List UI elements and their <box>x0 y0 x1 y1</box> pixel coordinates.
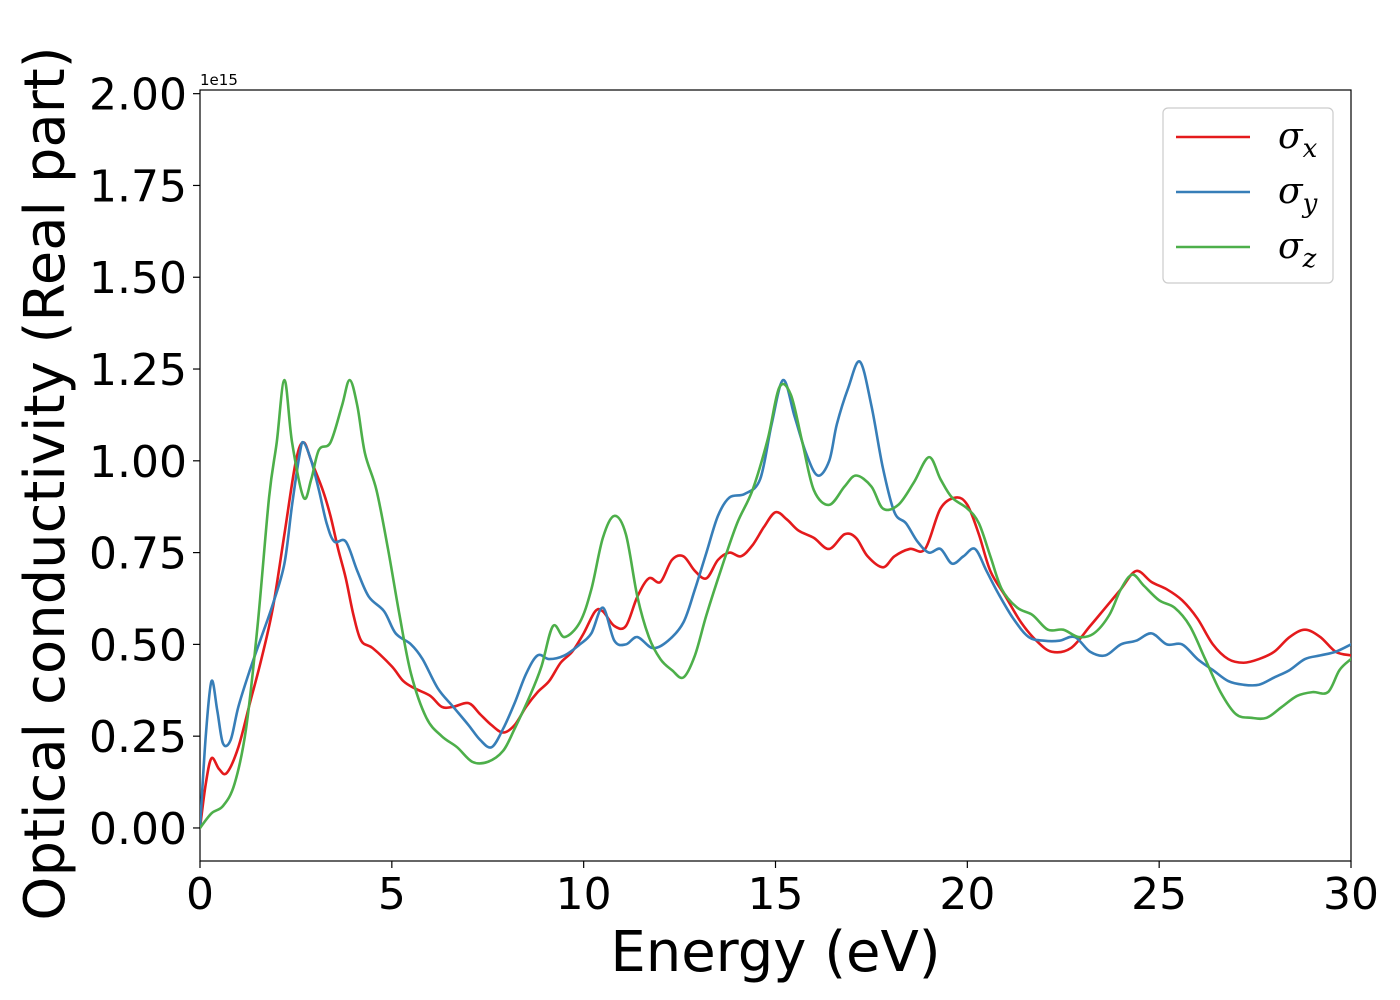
legend-subscript: y <box>1302 189 1318 219</box>
legend-box <box>1162 107 1334 284</box>
legend-symbol: σ <box>1278 171 1304 212</box>
y-tick-label: 0.00 <box>89 804 187 855</box>
series-line-sigma-z <box>200 378 1351 830</box>
series-line-sigma-y <box>200 360 1351 830</box>
y-tick-label: 1.50 <box>89 253 187 304</box>
y-tick-label: 0.75 <box>89 529 187 580</box>
y-tick-label: 0.50 <box>89 620 187 671</box>
legend-subscript: z <box>1302 244 1317 274</box>
x-tick-label: 30 <box>1323 869 1379 920</box>
legend-label-sigma-x: σx <box>1278 116 1318 164</box>
x-tick-label: 5 <box>378 869 406 920</box>
y-axis-offset-label: 1e15 <box>200 71 238 89</box>
y-tick-label: 2.00 <box>89 70 187 121</box>
series-line-sigma-x <box>200 441 1351 830</box>
series-layer <box>200 360 1351 830</box>
legend-symbol: σ <box>1278 226 1304 267</box>
x-tick-label: 0 <box>186 869 214 920</box>
y-tick-label: 1.75 <box>89 161 187 212</box>
x-tick-label: 25 <box>1131 869 1187 920</box>
y-axis: 0.00 0.25 0.50 0.75 1.00 1.25 1.50 1.75 2.00 <box>89 70 200 855</box>
x-tick-label: 15 <box>748 869 804 920</box>
legend-label-sigma-y: σy <box>1278 171 1318 219</box>
y-tick-label: 1.00 <box>89 437 187 488</box>
legend-label-sigma-z: σz <box>1278 226 1317 274</box>
y-axis-title: Optical conductivity (Real part) <box>13 46 78 920</box>
legend-symbol: σ <box>1278 116 1304 157</box>
x-axis-title: Energy (eV) <box>610 920 940 985</box>
x-axis: 0 5 10 15 20 25 30 <box>186 861 1379 920</box>
y-tick-label: 1.25 <box>89 345 187 396</box>
x-tick-label: 20 <box>939 869 995 920</box>
y-tick-label: 0.25 <box>89 712 187 763</box>
x-tick-label: 10 <box>556 869 612 920</box>
legend-subscript: x <box>1303 134 1318 164</box>
